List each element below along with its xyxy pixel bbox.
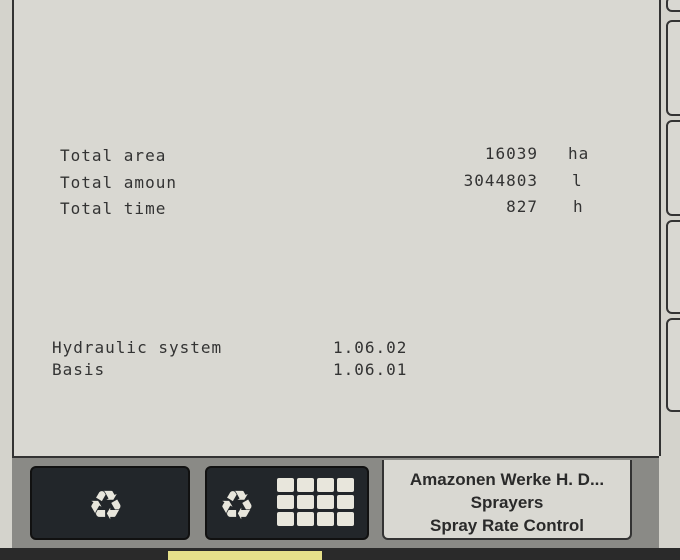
total-time-label: Total time bbox=[60, 199, 167, 218]
total-time-unit: h bbox=[573, 197, 584, 216]
softkey-2[interactable] bbox=[666, 20, 680, 116]
main-panel bbox=[12, 0, 661, 456]
basis-version-label: Basis bbox=[52, 360, 106, 379]
softkey-4[interactable] bbox=[666, 220, 680, 314]
manufacturer-name: Amazonen Werke H. D... bbox=[409, 470, 605, 489]
total-amount-value: 3044803 bbox=[463, 171, 538, 190]
recycle-arrows-icon: ♻ bbox=[219, 483, 255, 529]
total-area-unit: ha bbox=[568, 144, 590, 163]
total-amount-label: Total amoun bbox=[60, 173, 177, 192]
hydraulic-version-label: Hydraulic system bbox=[52, 338, 223, 357]
softkey-5[interactable] bbox=[666, 318, 680, 412]
total-time-value: 827 bbox=[506, 197, 538, 216]
grid-icon bbox=[277, 478, 354, 526]
total-area-label: Total area bbox=[60, 146, 167, 165]
softkey-3[interactable] bbox=[666, 120, 680, 216]
total-amount-unit: l bbox=[572, 171, 583, 190]
active-tab[interactable] bbox=[168, 551, 322, 560]
implement-category: Sprayers bbox=[470, 493, 544, 512]
reset-all-button[interactable]: ♻ bbox=[205, 466, 369, 540]
bottom-tab-strip bbox=[0, 548, 680, 560]
recycle-arrows-icon: ♻ bbox=[88, 483, 124, 529]
reset-button[interactable]: ♻ bbox=[30, 466, 190, 540]
total-area-value: 16039 bbox=[484, 144, 538, 163]
basis-version-value: 1.06.01 bbox=[333, 360, 408, 379]
implement-info-panel: Amazonen Werke H. D... Sprayers Spray Ra… bbox=[382, 460, 632, 540]
hydraulic-version-value: 1.06.02 bbox=[333, 338, 408, 357]
softkey-1[interactable] bbox=[666, 0, 680, 12]
implement-function: Spray Rate Control bbox=[430, 516, 584, 535]
